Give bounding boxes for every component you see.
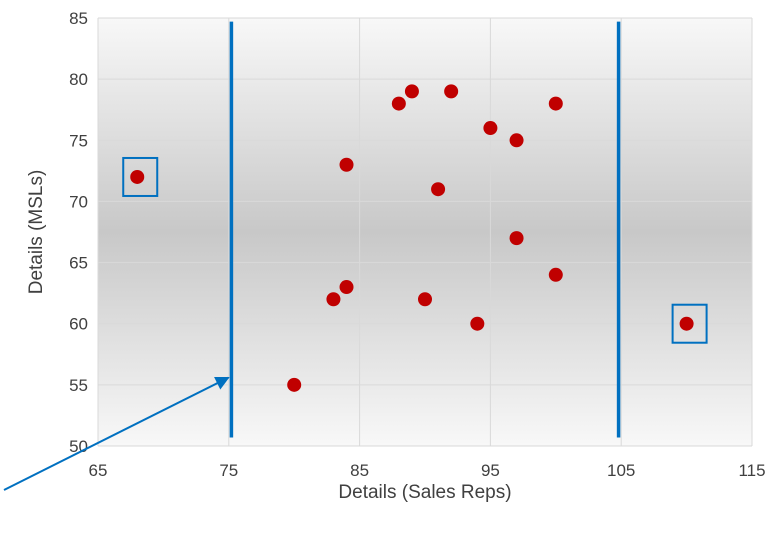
x-tick-label: 65	[89, 461, 108, 480]
x-tick-label: 85	[350, 461, 369, 480]
x-axis: 65 75 85 95 105 115	[89, 461, 766, 480]
y-tick-label: 80	[69, 70, 88, 89]
data-point	[509, 133, 524, 148]
x-tick-label: 95	[481, 461, 500, 480]
gridlines	[97, 17, 753, 447]
data-point	[391, 96, 406, 111]
data-point	[444, 84, 459, 99]
x-tick-label: 75	[219, 461, 238, 480]
x-axis-title: Details (Sales Reps)	[338, 482, 511, 503]
x-tick-label: 105	[607, 461, 635, 480]
data-point	[339, 157, 354, 172]
data-point	[548, 267, 563, 282]
y-tick-label: 75	[69, 131, 88, 150]
data-point	[404, 84, 419, 99]
y-axis-title: Details (MSLs)	[26, 170, 47, 295]
y-tick-label: 60	[69, 315, 88, 334]
data-point	[679, 316, 694, 331]
data-point	[548, 96, 563, 111]
data-point	[130, 169, 145, 184]
highlight-box	[671, 303, 708, 344]
x-tick-label: 115	[738, 461, 765, 480]
data-points	[130, 84, 694, 392]
data-point	[418, 292, 432, 307]
data-point	[287, 377, 302, 392]
pointer-arrow	[3, 376, 230, 491]
data-point	[509, 231, 524, 246]
annotations	[3, 21, 708, 491]
y-tick-label: 55	[69, 376, 88, 395]
data-point	[339, 280, 354, 295]
y-tick-label: 65	[69, 254, 88, 273]
highlight-box	[122, 156, 159, 197]
y-tick-label: 85	[69, 9, 88, 28]
y-tick-label: 70	[69, 192, 88, 211]
plot-area	[98, 18, 752, 446]
data-point	[483, 121, 498, 136]
data-point	[431, 182, 446, 197]
data-point	[470, 316, 485, 331]
data-point	[326, 292, 341, 307]
